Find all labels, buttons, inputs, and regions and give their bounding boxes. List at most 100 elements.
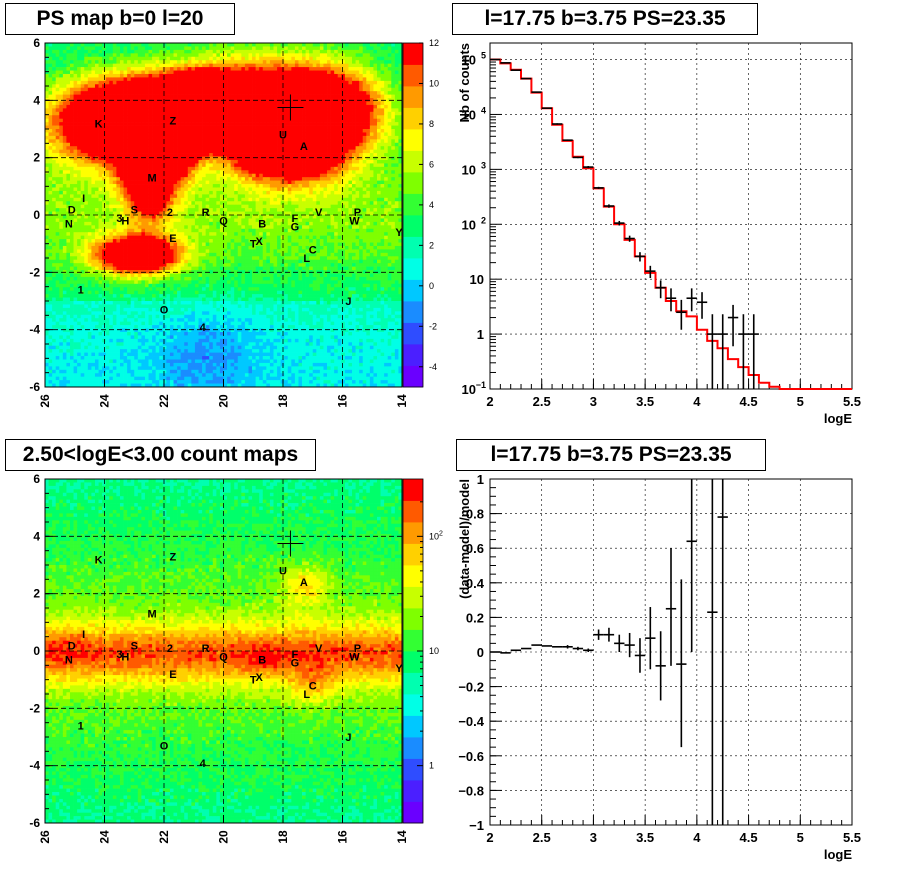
y-tick-label: 4 (33, 529, 40, 543)
source-label-3: 3 (116, 649, 122, 661)
color-bar-segment (403, 586, 423, 609)
source-label-P: P (354, 643, 361, 655)
color-bar-segment (403, 780, 423, 802)
source-label-Q: Q (219, 216, 228, 228)
x-tick-label: 3.5 (636, 394, 654, 409)
source-label-M: M (148, 609, 157, 621)
y-tick-label: 10 (470, 272, 484, 287)
color-bar-segment (403, 236, 423, 259)
y-tick-label: 0 (33, 208, 40, 222)
y-tick-label: -6 (29, 380, 40, 394)
x-tick-label: 24 (98, 830, 112, 844)
x-tick-label: 4.5 (740, 394, 758, 409)
x-tick-label: 14 (395, 394, 409, 408)
source-label-A: A (300, 577, 308, 589)
source-label-Z: Z (170, 115, 177, 127)
color-bar-segment (403, 479, 423, 501)
source-label-B: B (258, 219, 266, 231)
color-bar-label: 10 (429, 646, 439, 656)
color-bar-segment (403, 322, 423, 345)
color-bar-label: 102 (429, 530, 443, 541)
y-tick-label: 0.6 (466, 541, 484, 556)
source-label-H: H (121, 216, 129, 228)
source-label-4: 4 (200, 758, 207, 770)
x-tick-label: 26 (38, 394, 52, 408)
source-label-E: E (169, 669, 176, 681)
y-tick-label: 0.8 (466, 507, 484, 522)
color-bar-segment (403, 694, 423, 716)
ps-map-title: PS map b=0 l=20 (5, 3, 235, 35)
y-tick-label: 10 3 (462, 160, 486, 177)
y-tick-label: −0.2 (458, 680, 484, 695)
source-label-D: D (68, 640, 76, 652)
color-bar-label: 8 (429, 119, 434, 129)
x-axis-label: logE (824, 847, 852, 862)
x-tick-label: 4 (693, 394, 701, 409)
source-label-D: D (68, 204, 76, 216)
color-bar-segment (403, 651, 423, 673)
color-bar-segment (403, 715, 423, 738)
y-tick-label: 4 (33, 93, 40, 107)
source-label-I: I (82, 193, 85, 205)
y-tick-label: −0.6 (458, 749, 484, 764)
color-bar-segment (403, 758, 423, 781)
source-label-S: S (131, 640, 138, 652)
source-label-R: R (202, 643, 210, 655)
color-bar-segment (403, 565, 423, 587)
source-label-W: W (349, 216, 360, 228)
source-label-H: H (121, 652, 129, 664)
y-axis-label: (data-model)/model (457, 479, 472, 599)
source-label-G: G (291, 657, 300, 669)
source-label-T: T (250, 675, 257, 687)
y-tick-label: 0 (477, 645, 484, 660)
y-tick-label: 2 (33, 151, 40, 165)
color-bar-label: 0 (429, 281, 434, 291)
source-label-S: S (131, 204, 138, 216)
color-bar-label: -4 (429, 362, 437, 372)
color-bar-segment (403, 279, 423, 302)
y-tick-label: -2 (29, 265, 40, 279)
x-tick-label: 18 (276, 394, 290, 408)
y-tick-label: 10 2 (462, 215, 486, 232)
color-bar-segment (403, 86, 423, 108)
color-bar: 1 10 102 (402, 478, 443, 824)
source-label-V: V (315, 643, 323, 655)
color-bar-segment (403, 522, 423, 544)
y-tick-label: -4 (29, 759, 40, 773)
source-label-F: F (292, 649, 299, 661)
color-bar-segment (403, 107, 423, 130)
y-tick-label: 0.2 (466, 610, 484, 625)
color-bar-segment (403, 672, 423, 695)
y-tick-label: -2 (29, 701, 40, 715)
residual-title: l=17.75 b=3.75 PS=23.35 (456, 439, 766, 471)
source-label-M: M (148, 173, 157, 185)
color-bar-label: 6 (429, 159, 434, 169)
source-label-Y: Y (395, 663, 403, 675)
x-tick-label: 2.5 (533, 394, 551, 409)
source-label-W: W (349, 652, 360, 664)
x-tick-label: 4.5 (740, 830, 758, 845)
color-bar-segment (403, 365, 423, 388)
source-label-U: U (279, 130, 287, 142)
color-bar-segment (403, 172, 423, 194)
color-bar-segment (403, 43, 423, 65)
source-label-I: I (82, 629, 85, 641)
color-bar-label: -2 (429, 321, 437, 331)
color-bar-segment (403, 737, 423, 759)
x-tick-label: 16 (336, 830, 350, 844)
x-tick-label: 20 (217, 830, 231, 844)
heatmap-cells (45, 43, 403, 388)
source-label-C: C (309, 244, 317, 256)
source-label-X: X (256, 672, 264, 684)
color-bar-label: 4 (429, 200, 434, 210)
count-map-title: 2.50<logE<3.00 count maps (5, 439, 316, 471)
color-bar-label: 2 (429, 240, 434, 250)
x-tick-label: 20 (217, 394, 231, 408)
color-bar-label: 12 (429, 38, 439, 48)
source-label-N: N (65, 655, 73, 667)
x-tick-label: 22 (157, 830, 171, 844)
source-label-R: R (202, 207, 210, 219)
y-tick-label: 1 (477, 327, 484, 342)
color-bar-segment (403, 543, 423, 566)
